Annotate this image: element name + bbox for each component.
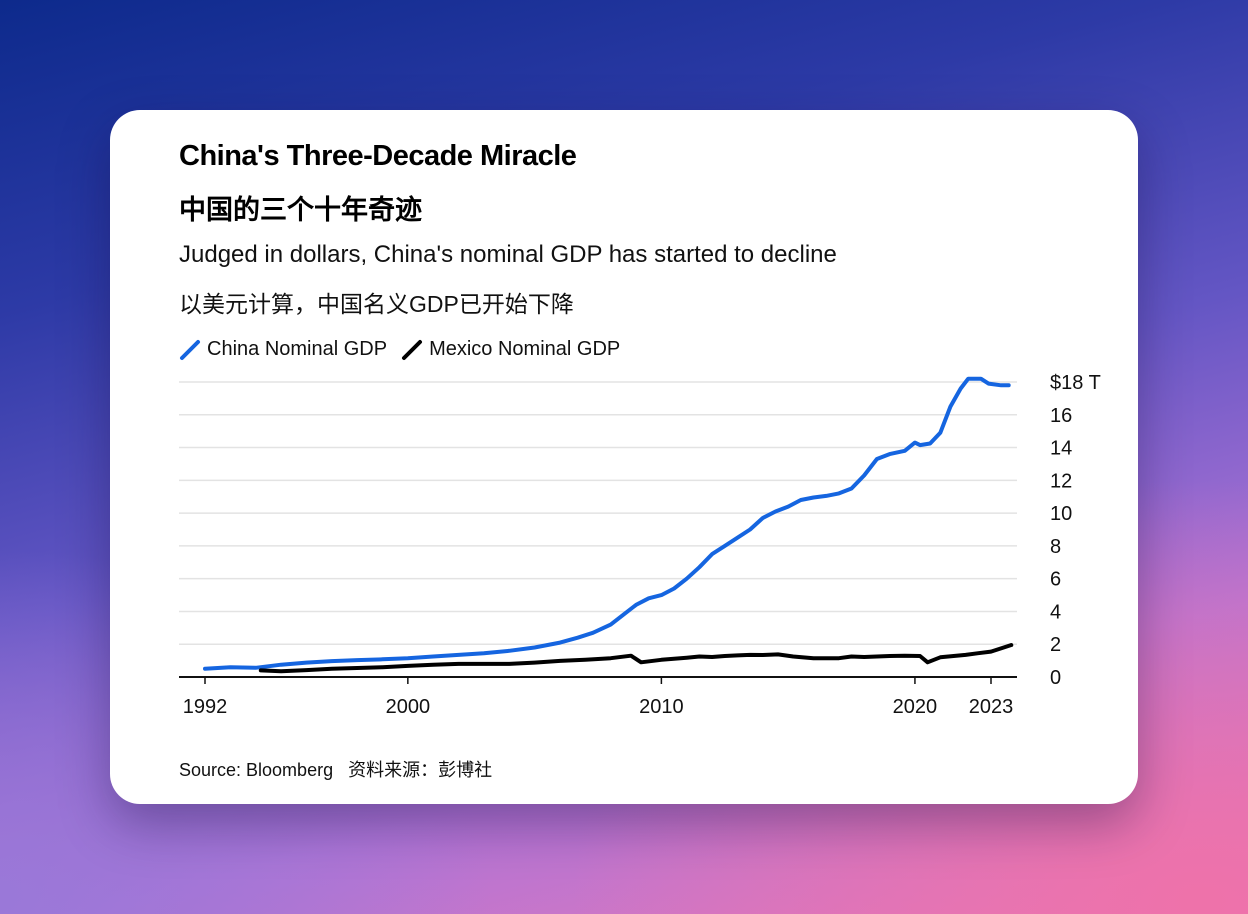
line-chart: 0 2 4 6 8 10 12 14 16 $18 T 1992 2000 2010 2020 2023 xyxy=(179,372,1101,718)
grid-layer xyxy=(179,381,1017,645)
chart-subtitle-cn: 以美元计算，中国名义GDP已开始下降 xyxy=(179,291,574,317)
x-tick-label-2010: 2010 xyxy=(639,696,684,718)
chart-card: China's Three-Decade Miracle 中国的三个十年奇迹 J… xyxy=(110,110,1138,804)
legend-swatch-mexico xyxy=(402,339,423,360)
y-tick-label-6: 6 xyxy=(1050,569,1061,591)
chart-legend: China Nominal GDP Mexico Nominal GDP xyxy=(179,338,634,361)
source-label: Source: Bloomberg xyxy=(179,760,334,780)
y-tick-label-4: 4 xyxy=(1050,601,1061,623)
legend-item-china: China Nominal GDP xyxy=(179,338,387,361)
chart-title: China's Three-Decade Miracle xyxy=(179,140,577,172)
legend-item-mexico: Mexico Nominal GDP xyxy=(401,338,620,361)
y-tick-label-18: $18 T xyxy=(1050,372,1101,394)
x-tick-label-2000: 2000 xyxy=(386,696,431,718)
y-tick-label-2: 2 xyxy=(1050,634,1061,656)
axis-layer: 0 2 4 6 8 10 12 14 16 $18 T 1992 2000 2010 2020 2023 xyxy=(179,372,1101,718)
source-label-cn: 资料来源：彭博社 xyxy=(348,760,493,780)
series-line-china xyxy=(203,376,1011,671)
legend-label-china: China Nominal GDP xyxy=(207,338,388,360)
legend-swatch-china xyxy=(180,339,200,360)
y-tick-label-12: 12 xyxy=(1050,470,1072,492)
chart-title-cn: 中国的三个十年奇迹 xyxy=(179,195,422,225)
y-tick-label-10: 10 xyxy=(1050,503,1072,525)
legend-label-mexico: Mexico Nominal GDP xyxy=(429,338,621,360)
chart-subtitle: Judged in dollars, China's nominal GDP h… xyxy=(179,241,837,268)
series-layer xyxy=(203,376,1014,674)
y-tick-label-8: 8 xyxy=(1050,536,1061,558)
y-tick-label-14: 14 xyxy=(1050,438,1072,460)
y-tick-label-0: 0 xyxy=(1050,667,1061,689)
series-line-mexico xyxy=(258,643,1014,674)
y-tick-label-16: 16 xyxy=(1050,405,1072,427)
source-note: Source: Bloomberg 资料来源：彭博社 xyxy=(179,756,502,782)
x-tick-label-2020: 2020 xyxy=(893,696,938,718)
x-tick-label-2023: 2023 xyxy=(969,696,1014,718)
x-tick-label-1992: 1992 xyxy=(183,696,228,718)
